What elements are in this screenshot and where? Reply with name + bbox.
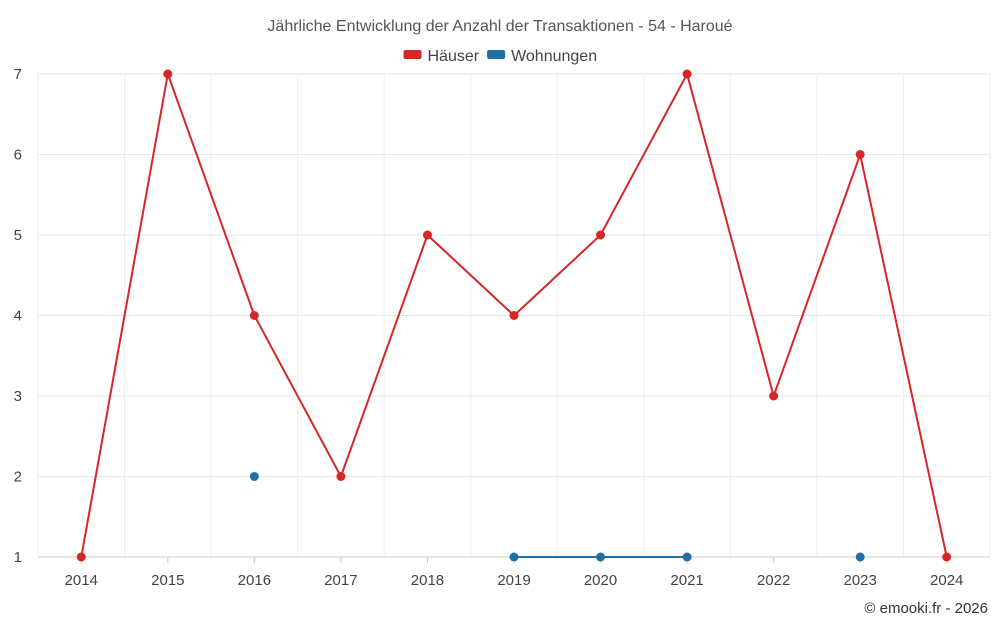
series-1 <box>249 472 865 562</box>
data-point <box>855 150 865 159</box>
data-point <box>855 552 865 562</box>
data-point <box>682 69 692 79</box>
data-point <box>249 311 259 320</box>
x-tick-label: 2021 <box>670 572 703 589</box>
data-point <box>422 230 432 240</box>
x-tick-label: 2023 <box>843 572 876 589</box>
chart-title: Jährliche Entwicklung der Anzahl der Tra… <box>267 18 732 35</box>
data-point <box>942 552 952 562</box>
x-tick-label: 2017 <box>324 572 357 589</box>
data-point <box>509 311 519 320</box>
data-point <box>682 552 692 562</box>
y-tick-label: 6 <box>14 147 22 164</box>
y-tick-label: 4 <box>14 308 22 325</box>
series-0 <box>76 69 952 562</box>
y-tick-label: 5 <box>14 227 22 244</box>
axes: 1 2 3 4 5 6 7 2014 2015 2016 2017 2018 2019 2020 2021 2… <box>14 66 990 589</box>
x-tick-label: 2016 <box>238 572 271 589</box>
y-tick-label: 1 <box>14 549 22 566</box>
x-tick-label: 2024 <box>930 572 963 589</box>
y-tick-label: 7 <box>14 66 22 83</box>
x-tick-label: 2015 <box>151 572 184 589</box>
legend-item-0: Häuser <box>403 48 480 65</box>
legend-swatch <box>487 50 506 59</box>
x-tick-label: 2020 <box>584 572 617 589</box>
data-point <box>596 230 606 240</box>
legend-item-1: Wohnungen <box>487 48 597 65</box>
data-point <box>249 472 259 481</box>
x-tick-label: 2014 <box>65 572 98 589</box>
series-layer <box>76 69 952 562</box>
data-point <box>76 552 86 562</box>
y-tick-label: 3 <box>14 388 22 405</box>
legend-label: Wohnungen <box>511 48 597 65</box>
x-tick-label: 2018 <box>411 572 444 589</box>
legend: Häuser Wohnungen <box>403 48 597 65</box>
data-point <box>509 552 519 562</box>
legend-label: Häuser <box>428 48 480 65</box>
data-point <box>596 552 606 562</box>
legend-swatch <box>403 50 422 59</box>
data-point <box>163 69 173 79</box>
data-point <box>336 472 346 481</box>
x-tick-label: 2022 <box>757 572 790 589</box>
x-tick-label: 2019 <box>497 572 530 589</box>
y-tick-label: 2 <box>14 469 22 486</box>
data-point <box>769 391 779 401</box>
credit-text: © emooki.fr - 2026 <box>864 600 988 617</box>
